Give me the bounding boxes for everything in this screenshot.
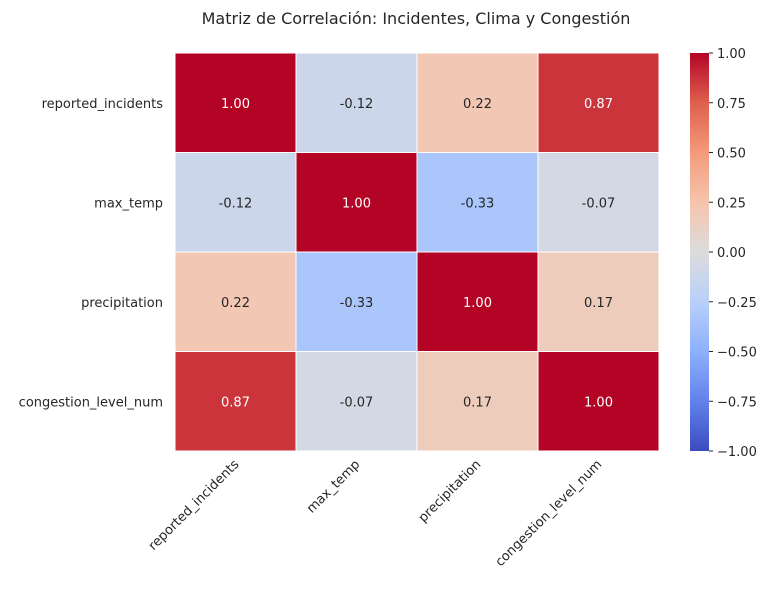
cell-value-label: 1.00 xyxy=(342,196,371,211)
y-tick-label: reported_incidents xyxy=(42,97,164,112)
heatmap-cell xyxy=(295,251,418,352)
cell-value-label: 0.22 xyxy=(221,296,250,311)
heatmap-cell xyxy=(174,52,297,153)
cell-value-label: 1.00 xyxy=(584,395,613,410)
cell-value-label: 0.17 xyxy=(584,296,613,311)
heatmap-cell xyxy=(295,351,418,452)
cell-value-label: -0.07 xyxy=(340,395,374,410)
y-tick-labels: reported_incidents max_temp precipitation c… xyxy=(19,97,164,411)
x-tick-label: reported_incidents xyxy=(146,457,243,554)
heatmap-cell xyxy=(416,52,539,153)
cell-value-label: -0.33 xyxy=(340,296,374,311)
colorbar-tick-label: −0.50 xyxy=(717,346,757,361)
cell-value-label: -0.33 xyxy=(461,196,495,211)
heatmap-cell xyxy=(295,52,418,153)
heatmap-cell xyxy=(537,351,660,452)
heatmap-cells: 1.00 -0.12 0.22 0.87 -0.12 1.00 -0.33 -0.07 0.22… xyxy=(174,52,660,452)
cell-value-label: 0.22 xyxy=(463,97,492,112)
heatmap-cell xyxy=(174,152,297,253)
colorbar-tick-label: −0.25 xyxy=(717,296,757,311)
y-tick-label: congestion_level_num xyxy=(19,395,163,410)
colorbar-tick-label: 1.00 xyxy=(717,47,746,62)
cell-value-label: -0.07 xyxy=(582,196,616,211)
cell-value-label: 0.87 xyxy=(221,395,250,410)
cell-value-label: -0.12 xyxy=(219,196,253,211)
heatmap-cell xyxy=(295,152,418,253)
cell-value-label: 0.17 xyxy=(463,395,492,410)
cell-value-label: 0.87 xyxy=(584,97,613,112)
x-tick-label: precipitation xyxy=(416,457,485,526)
colorbar-tick-label: 0.00 xyxy=(717,246,746,261)
y-tick-label: precipitation xyxy=(81,296,163,311)
cell-value-label: 1.00 xyxy=(463,296,492,311)
colorbar xyxy=(690,53,709,451)
colorbar-tick-label: 0.75 xyxy=(717,97,746,112)
chart-title: Matriz de Correlación: Incidentes, Clima… xyxy=(202,9,631,28)
heatmap-cell xyxy=(537,251,660,352)
colorbar-tick-label: 0.25 xyxy=(717,196,746,211)
x-tick-label: congestion_level_num xyxy=(493,457,606,570)
colorbar-tick-label: −1.00 xyxy=(717,445,757,460)
cell-value-label: -0.12 xyxy=(340,97,374,112)
y-tick-label: max_temp xyxy=(94,196,163,211)
cell-value-label: 1.00 xyxy=(221,97,250,112)
heatmap-cell xyxy=(537,152,660,253)
colorbar-ticks: 1.00 0.75 0.50 0.25 0.00 −0.25 −0.50 −0.75 −1.00 xyxy=(709,47,757,460)
x-tick-label: max_temp xyxy=(304,457,363,516)
heatmap-cell xyxy=(174,351,297,452)
heatmap-cell xyxy=(416,351,539,452)
x-tick-labels: reported_incidents max_temp precipitation c… xyxy=(146,457,605,570)
heatmap-cell xyxy=(537,52,660,153)
colorbar-tick-label: 0.50 xyxy=(717,147,746,162)
colorbar-tick-label: −0.75 xyxy=(717,395,757,410)
